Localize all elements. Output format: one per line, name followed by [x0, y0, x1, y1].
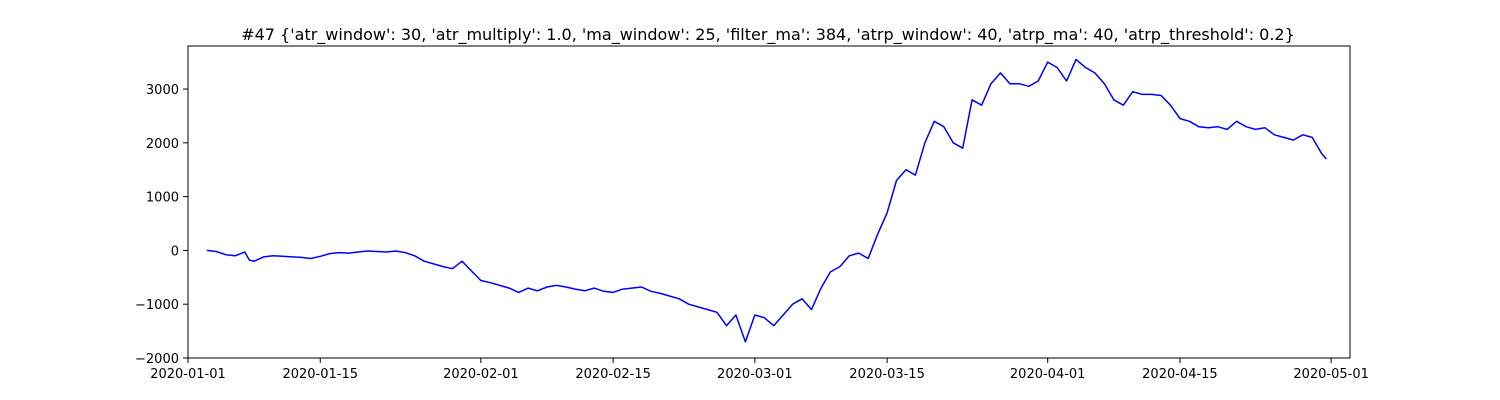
series-line-0: [206, 58, 1327, 343]
x-tick-label: 2020-01-01: [150, 367, 226, 382]
x-tick-label: 2020-03-01: [717, 367, 793, 382]
y-tick-label: 0: [171, 244, 179, 259]
plot-frame: [187, 45, 1351, 359]
x-tick-label: 2020-05-01: [1293, 367, 1369, 382]
x-tick-label: 2020-03-15: [849, 367, 925, 382]
chart-title: #47 {'atr_window': 30, 'atr_multiply': 1…: [241, 25, 1295, 45]
series-group: [206, 58, 1327, 343]
x-tick-label: 2020-04-15: [1142, 367, 1218, 382]
y-axis: −2000 −1000 0 1000 2000 3000: [135, 83, 188, 367]
x-axis: 2020-01-01 2020-01-15 2020-02-01 2020-02-15…: [150, 358, 1369, 382]
x-tick-label: 2020-04-01: [1010, 367, 1086, 382]
x-tick-label: 2020-02-01: [443, 367, 519, 382]
x-tick-label: 2020-01-15: [282, 367, 358, 382]
y-tick-label: 3000: [146, 83, 179, 98]
y-tick-label: 1000: [146, 191, 179, 206]
y-tick-label: −2000: [135, 352, 179, 367]
y-tick-label: −1000: [135, 298, 179, 313]
x-tick-label: 2020-02-15: [575, 367, 651, 382]
y-tick-label: 2000: [146, 137, 179, 152]
